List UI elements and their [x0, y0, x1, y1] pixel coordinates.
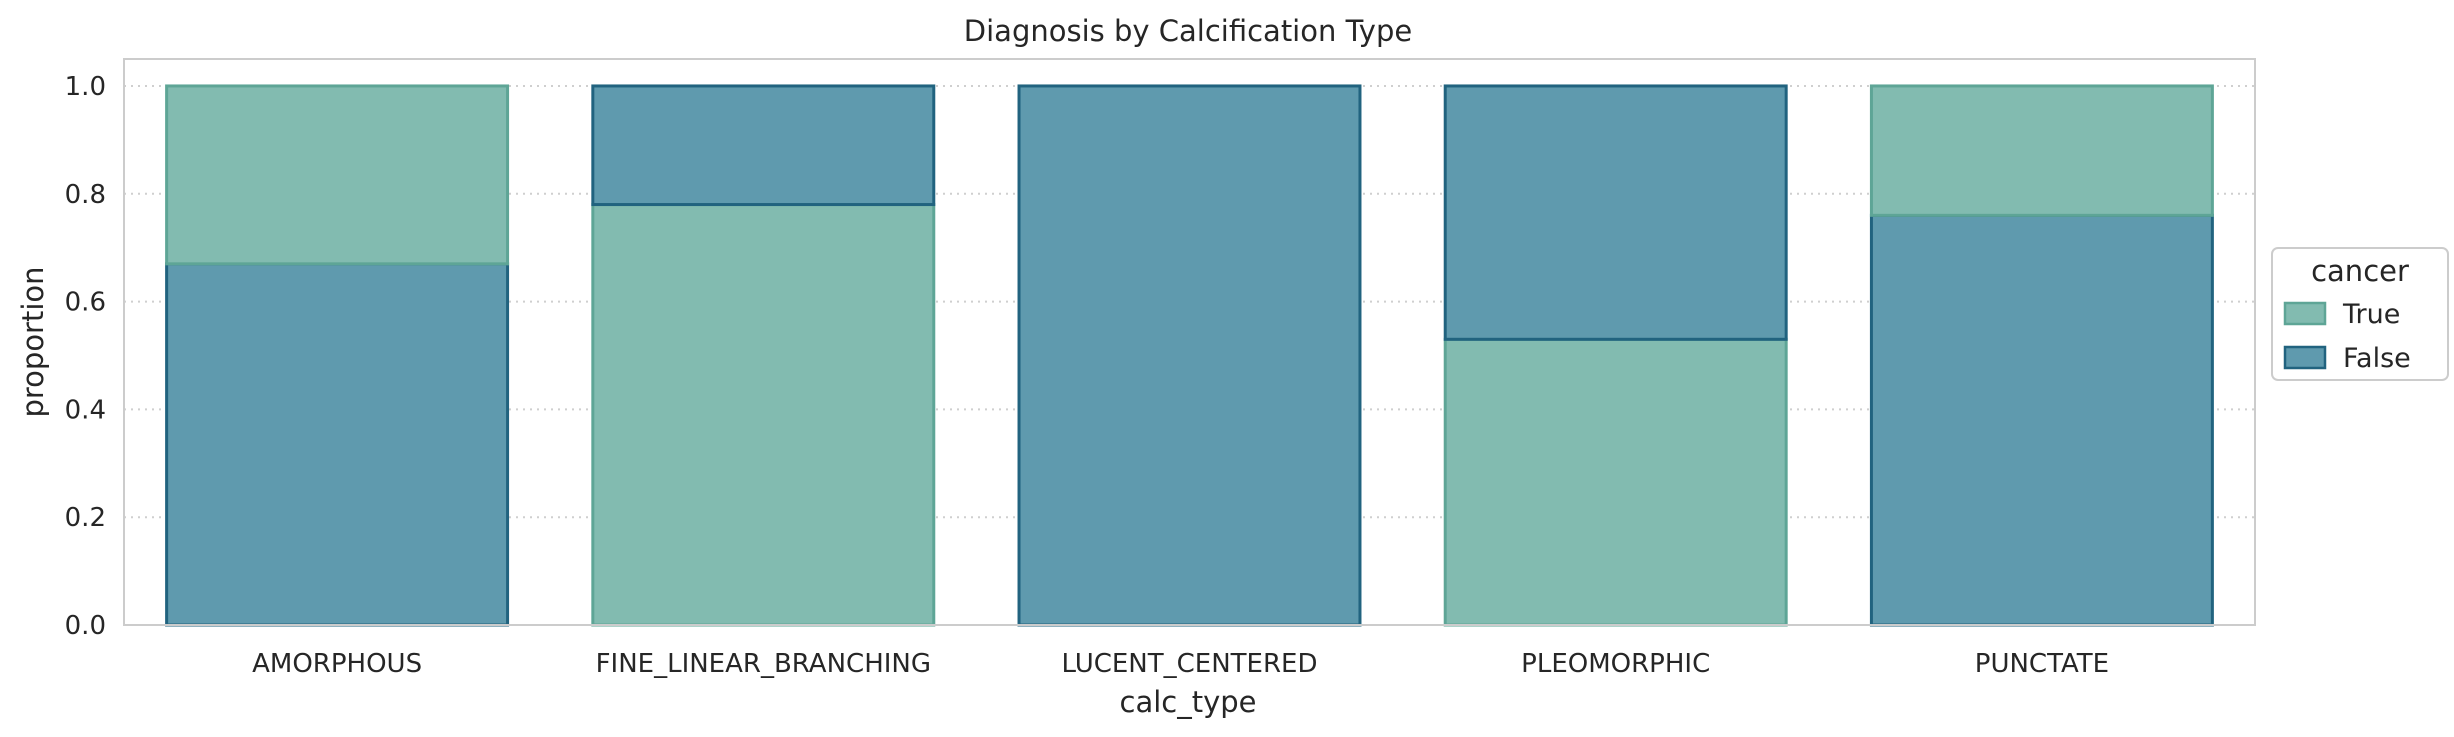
y-axis-ticks: 0.0 0.2 0.4 0.6 0.8 1.0 — [65, 72, 106, 641]
y-tick-label: 0.2 — [65, 503, 106, 533]
x-tick-label: PUNCTATE — [1975, 649, 2109, 679]
y-axis-label: proportion — [16, 266, 50, 417]
y-tick-label: 0.8 — [65, 180, 106, 210]
bar-punctate-false — [1869, 213, 2214, 627]
x-tick-label: LUCENT_CENTERED — [1062, 649, 1318, 679]
legend-title: cancer — [2311, 254, 2409, 288]
bar-lucent-centered-false — [1017, 84, 1362, 627]
x-axis-label: calc_type — [1120, 685, 1257, 719]
x-axis-ticks: AMORPHOUS FINE_LINEAR_BRANCHING LUCENT_CEN… — [252, 649, 2109, 679]
legend-swatch-true — [2283, 301, 2327, 326]
bar-fine-linear-branching-false — [591, 84, 936, 207]
legend-label-true: True — [2342, 299, 2400, 330]
bar-punctate-true — [1869, 84, 2214, 217]
legend: cancer True False — [2271, 247, 2449, 381]
legend-swatch-false — [2283, 345, 2327, 370]
x-tick-label: PLEOMORPHIC — [1521, 649, 1710, 679]
bar-pleomorphic-false — [1443, 84, 1788, 341]
chart-title: Diagnosis by Calcification Type — [964, 14, 1412, 48]
bar-pleomorphic-true — [1443, 337, 1788, 627]
y-tick-label: 1.0 — [65, 72, 106, 102]
x-tick-label: FINE_LINEAR_BRANCHING — [596, 649, 931, 679]
y-tick-label: 0.0 — [65, 611, 106, 641]
bars — [165, 84, 2214, 627]
bar-amorphous-false — [165, 262, 510, 627]
y-tick-label: 0.6 — [65, 288, 106, 318]
legend-label-false: False — [2343, 343, 2411, 374]
bar-amorphous-true — [165, 84, 510, 266]
x-tick-label: AMORPHOUS — [252, 649, 422, 679]
bar-fine-linear-branching-true — [591, 203, 936, 627]
y-tick-label: 0.4 — [65, 395, 106, 425]
plot-area-frame — [123, 58, 2256, 626]
